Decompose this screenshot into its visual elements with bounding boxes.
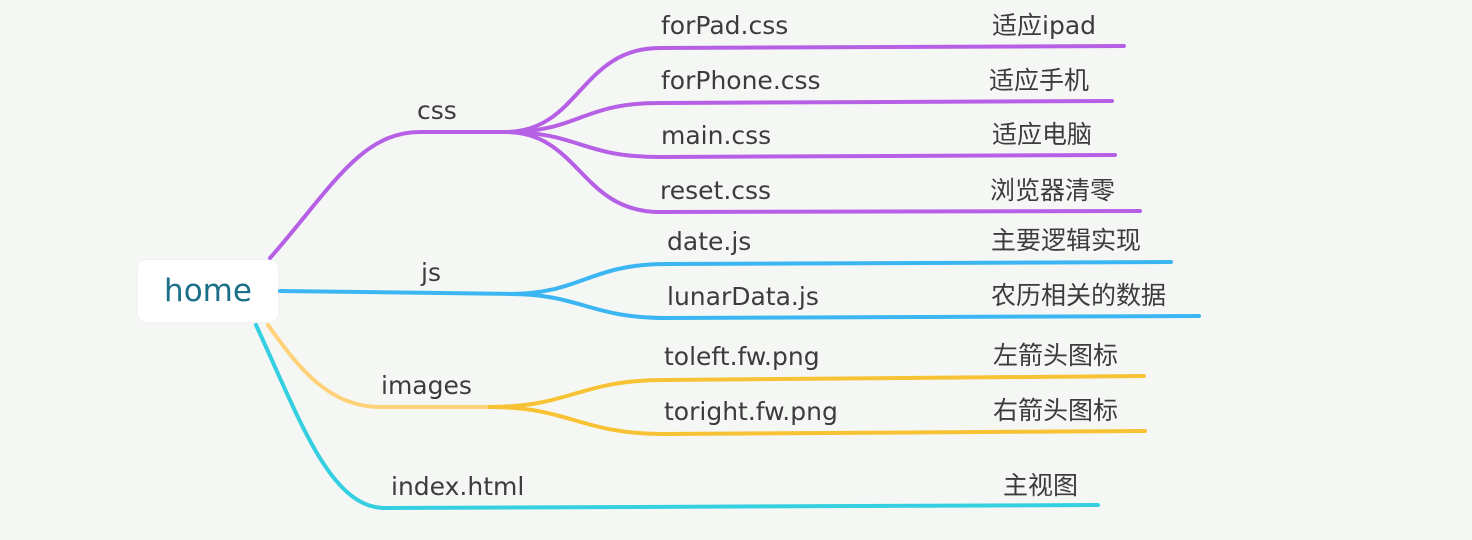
wire-css-forpad bbox=[503, 44, 1126, 134]
branch-images-label[interactable]: images bbox=[381, 371, 472, 400]
branch-css-label[interactable]: css bbox=[417, 96, 457, 125]
wire-root-css bbox=[268, 130, 512, 260]
file-label-forpad[interactable]: forPad.css bbox=[661, 11, 789, 40]
file-label-forphone[interactable]: forPhone.css bbox=[661, 66, 821, 95]
desc-label-forphone: 适应手机 bbox=[989, 66, 1090, 95]
desc-label-lunardata: 农历相关的数据 bbox=[991, 281, 1167, 310]
wire-js-date bbox=[508, 260, 1173, 296]
branch-js-label[interactable]: js bbox=[421, 258, 441, 287]
file-label-date[interactable]: date.js bbox=[667, 227, 752, 256]
wire-css-forphone bbox=[503, 99, 1114, 134]
desc-label-index: 主视图 bbox=[1003, 471, 1079, 500]
file-label-reset[interactable]: reset.css bbox=[660, 176, 772, 205]
wire-css-reset bbox=[503, 130, 1142, 215]
wire-css-main bbox=[503, 130, 1117, 160]
desc-label-reset: 浏览器清零 bbox=[990, 176, 1116, 205]
root-label: home bbox=[164, 273, 252, 309]
branch-index-label[interactable]: index.html bbox=[391, 472, 525, 501]
file-label-main[interactable]: main.css bbox=[661, 121, 772, 150]
desc-label-toleft: 左箭头图标 bbox=[993, 341, 1119, 370]
file-label-toleft[interactable]: toleft.fw.png bbox=[664, 342, 820, 371]
desc-label-forpad: 适应ipad bbox=[992, 11, 1097, 40]
wire-root-images bbox=[266, 323, 497, 409]
root-node[interactable]: home bbox=[138, 260, 278, 322]
file-label-toright[interactable]: toright.fw.png bbox=[664, 397, 838, 426]
wire-root-js bbox=[278, 289, 517, 296]
desc-label-main: 适应电脑 bbox=[992, 120, 1093, 149]
wire-images-toright bbox=[488, 405, 1147, 437]
desc-label-toright: 右箭头图标 bbox=[993, 396, 1119, 425]
desc-label-date: 主要逻辑实现 bbox=[991, 226, 1142, 255]
wire-root-index bbox=[254, 323, 1100, 511]
file-label-lunardata[interactable]: lunarData.js bbox=[667, 282, 819, 311]
wire-js-lunardata bbox=[508, 292, 1201, 321]
wire-images-toleft bbox=[488, 374, 1146, 409]
